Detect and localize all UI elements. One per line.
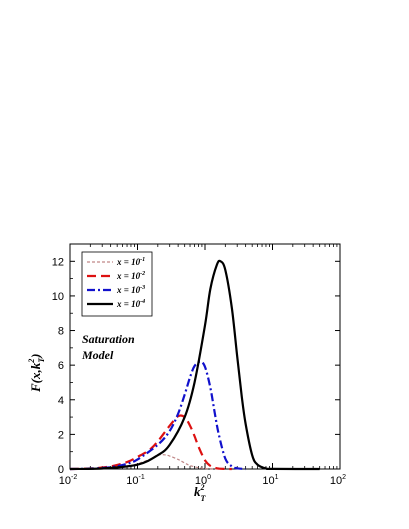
y-tick-label: 2 [58,429,64,441]
legend-box [81,251,153,317]
x-axis-label: k2 T [194,483,207,503]
legend-label: x = 10-1 [116,257,145,267]
x-tick-label: 100 [195,474,211,487]
legend-label: x = 10-4 [116,299,145,309]
x-tick-exp: -1 [139,474,145,481]
x-tick-exp: 2 [342,474,346,481]
x-tick-base: 10 [126,475,138,487]
annotation-line-1: Saturation [82,332,135,346]
legend-label: x = 10-2 [116,271,145,281]
x-tick-exp: 0 [207,474,211,481]
legend-label-exp: -4 [140,299,145,305]
legend-label-exp: -3 [140,285,145,291]
y-tick-label: 12 [52,256,64,268]
series-line-1 [69,454,221,470]
x-tick-base: 10 [59,475,71,487]
x-tick-exp: -2 [71,474,77,481]
x-axis-label-main: k [194,484,201,499]
legend-label: x = 10-3 [116,285,145,295]
y-axis-label-close: ) [28,354,43,359]
x-tick-label: 10-1 [126,474,145,487]
x-tick-label: 102 [330,474,346,487]
legend-label-exp: -2 [140,271,145,277]
y-tick-label: 4 [58,395,64,407]
x-tick-base: 10 [330,475,342,487]
x-tick-base: 10 [262,475,274,487]
x-axis-label-sup: 2 [200,483,205,492]
series-line-4 [69,259,320,471]
x-tick-label: 10-2 [59,474,78,487]
legend: x = 10-1x = 10-2x = 10-3x = 10-4 [81,251,153,317]
legend-label-exp: -1 [140,257,145,263]
y-axis-label-sub: T [37,357,46,363]
x-tick-label: 101 [262,474,278,487]
y-tick-label: 6 [58,360,64,372]
x-tick-exp: 1 [275,474,279,481]
series-curves [69,259,320,471]
x-tick-base: 10 [195,475,207,487]
y-axis-label-main: F(x,k [28,362,43,393]
legend-label-main: x = 10 [116,299,141,309]
legend-label-main: x = 10 [116,257,141,267]
series-line-2 [69,414,232,471]
y-tick-label: 8 [58,326,64,338]
x-axis-label-sub: T [201,494,207,503]
annotation-line-2: Model [81,348,114,362]
y-tick-label: 0 [58,464,64,476]
y-tick-label: 10 [52,291,64,303]
legend-label-main: x = 10 [116,285,141,295]
y-axis-label-sup: 2 [27,359,36,364]
series-line-3 [69,360,246,471]
legend-label-main: x = 10 [116,271,141,281]
y-axis-label: F(x,k2T) [27,354,46,393]
